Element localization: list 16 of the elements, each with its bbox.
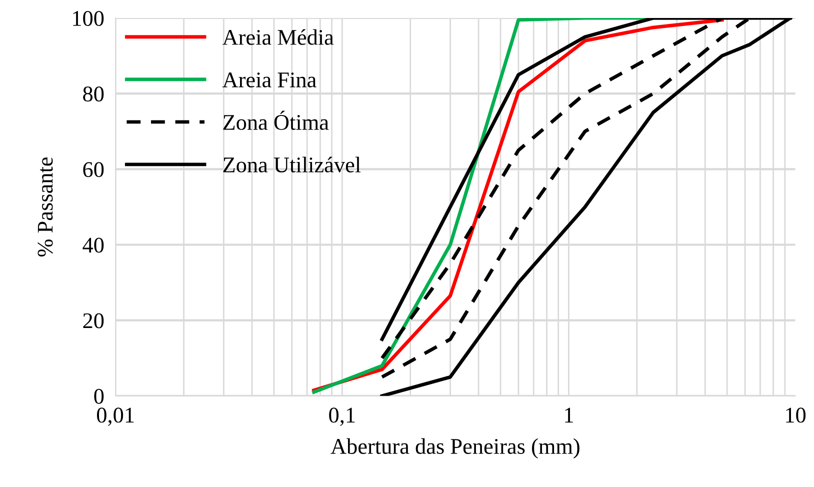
y-axis-title: % Passante [38,157,53,257]
y-tick-label: 0 [94,388,104,404]
x-tick-label: 10 [786,408,806,423]
x-tick-label: 0,01 [96,408,134,426]
y-tick-label: 40 [82,238,104,253]
legend-label: Areia Média [222,29,334,45]
legend-label: Zona Utilizável [223,156,361,172]
y-tick-label: 80 [83,86,104,102]
x-axis-title: Abertura das Peneiras (mm) [330,438,580,458]
x-tick-label: 0,1 [329,408,355,426]
legend-label: Zona Ótima [223,110,329,130]
y-tick-label: 20 [83,313,104,328]
x-tick-label: 1 [565,408,573,422]
y-tick-label: 100 [73,10,104,26]
legend-label: Areia Fina [222,72,316,88]
y-tick-label: 60 [83,162,104,178]
